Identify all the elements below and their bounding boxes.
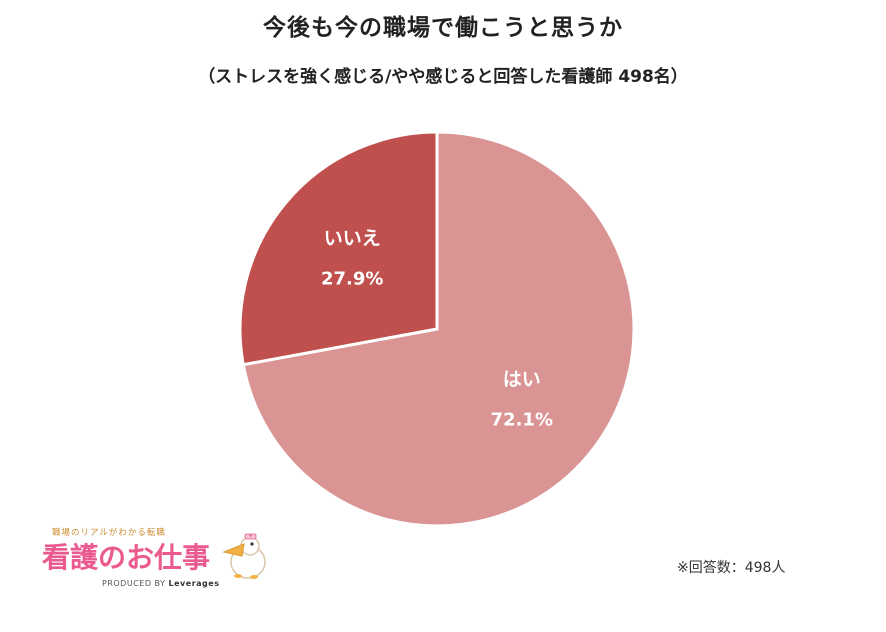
pie-slice-0 — [241, 130, 636, 528]
chart-subtitle: （ストレスを強く感じる/やや感じると回答した看護師 498名） — [198, 67, 688, 87]
logo-name: 看護のお仕事 — [42, 541, 211, 574]
slice-category-label-0: はい — [503, 369, 541, 391]
logo-credit: PRODUCED BY Leverages — [102, 579, 219, 588]
response-count-note: ※回答数：498人 — [677, 560, 786, 576]
pelican-mascot-icon — [222, 533, 266, 579]
chart-title: 今後も今の職場で働こうと思うか — [263, 15, 623, 41]
slice-value-label-0: 72.1% — [491, 410, 553, 431]
pie-slice-1 — [238, 130, 439, 367]
logo-brand: Leverages — [168, 579, 220, 588]
slice-category-label-1: いいえ — [324, 227, 381, 249]
kango-no-oshigoto-logo: 職場のリアルがわかる転職 看護のお仕事 PRODUCED BY Leverage… — [34, 526, 284, 606]
logo-produced-by: PRODUCED BY — [102, 579, 166, 588]
slice-value-label-1: 27.9% — [321, 268, 383, 289]
logo-tagline: 職場のリアルがわかる転職 — [52, 528, 166, 538]
